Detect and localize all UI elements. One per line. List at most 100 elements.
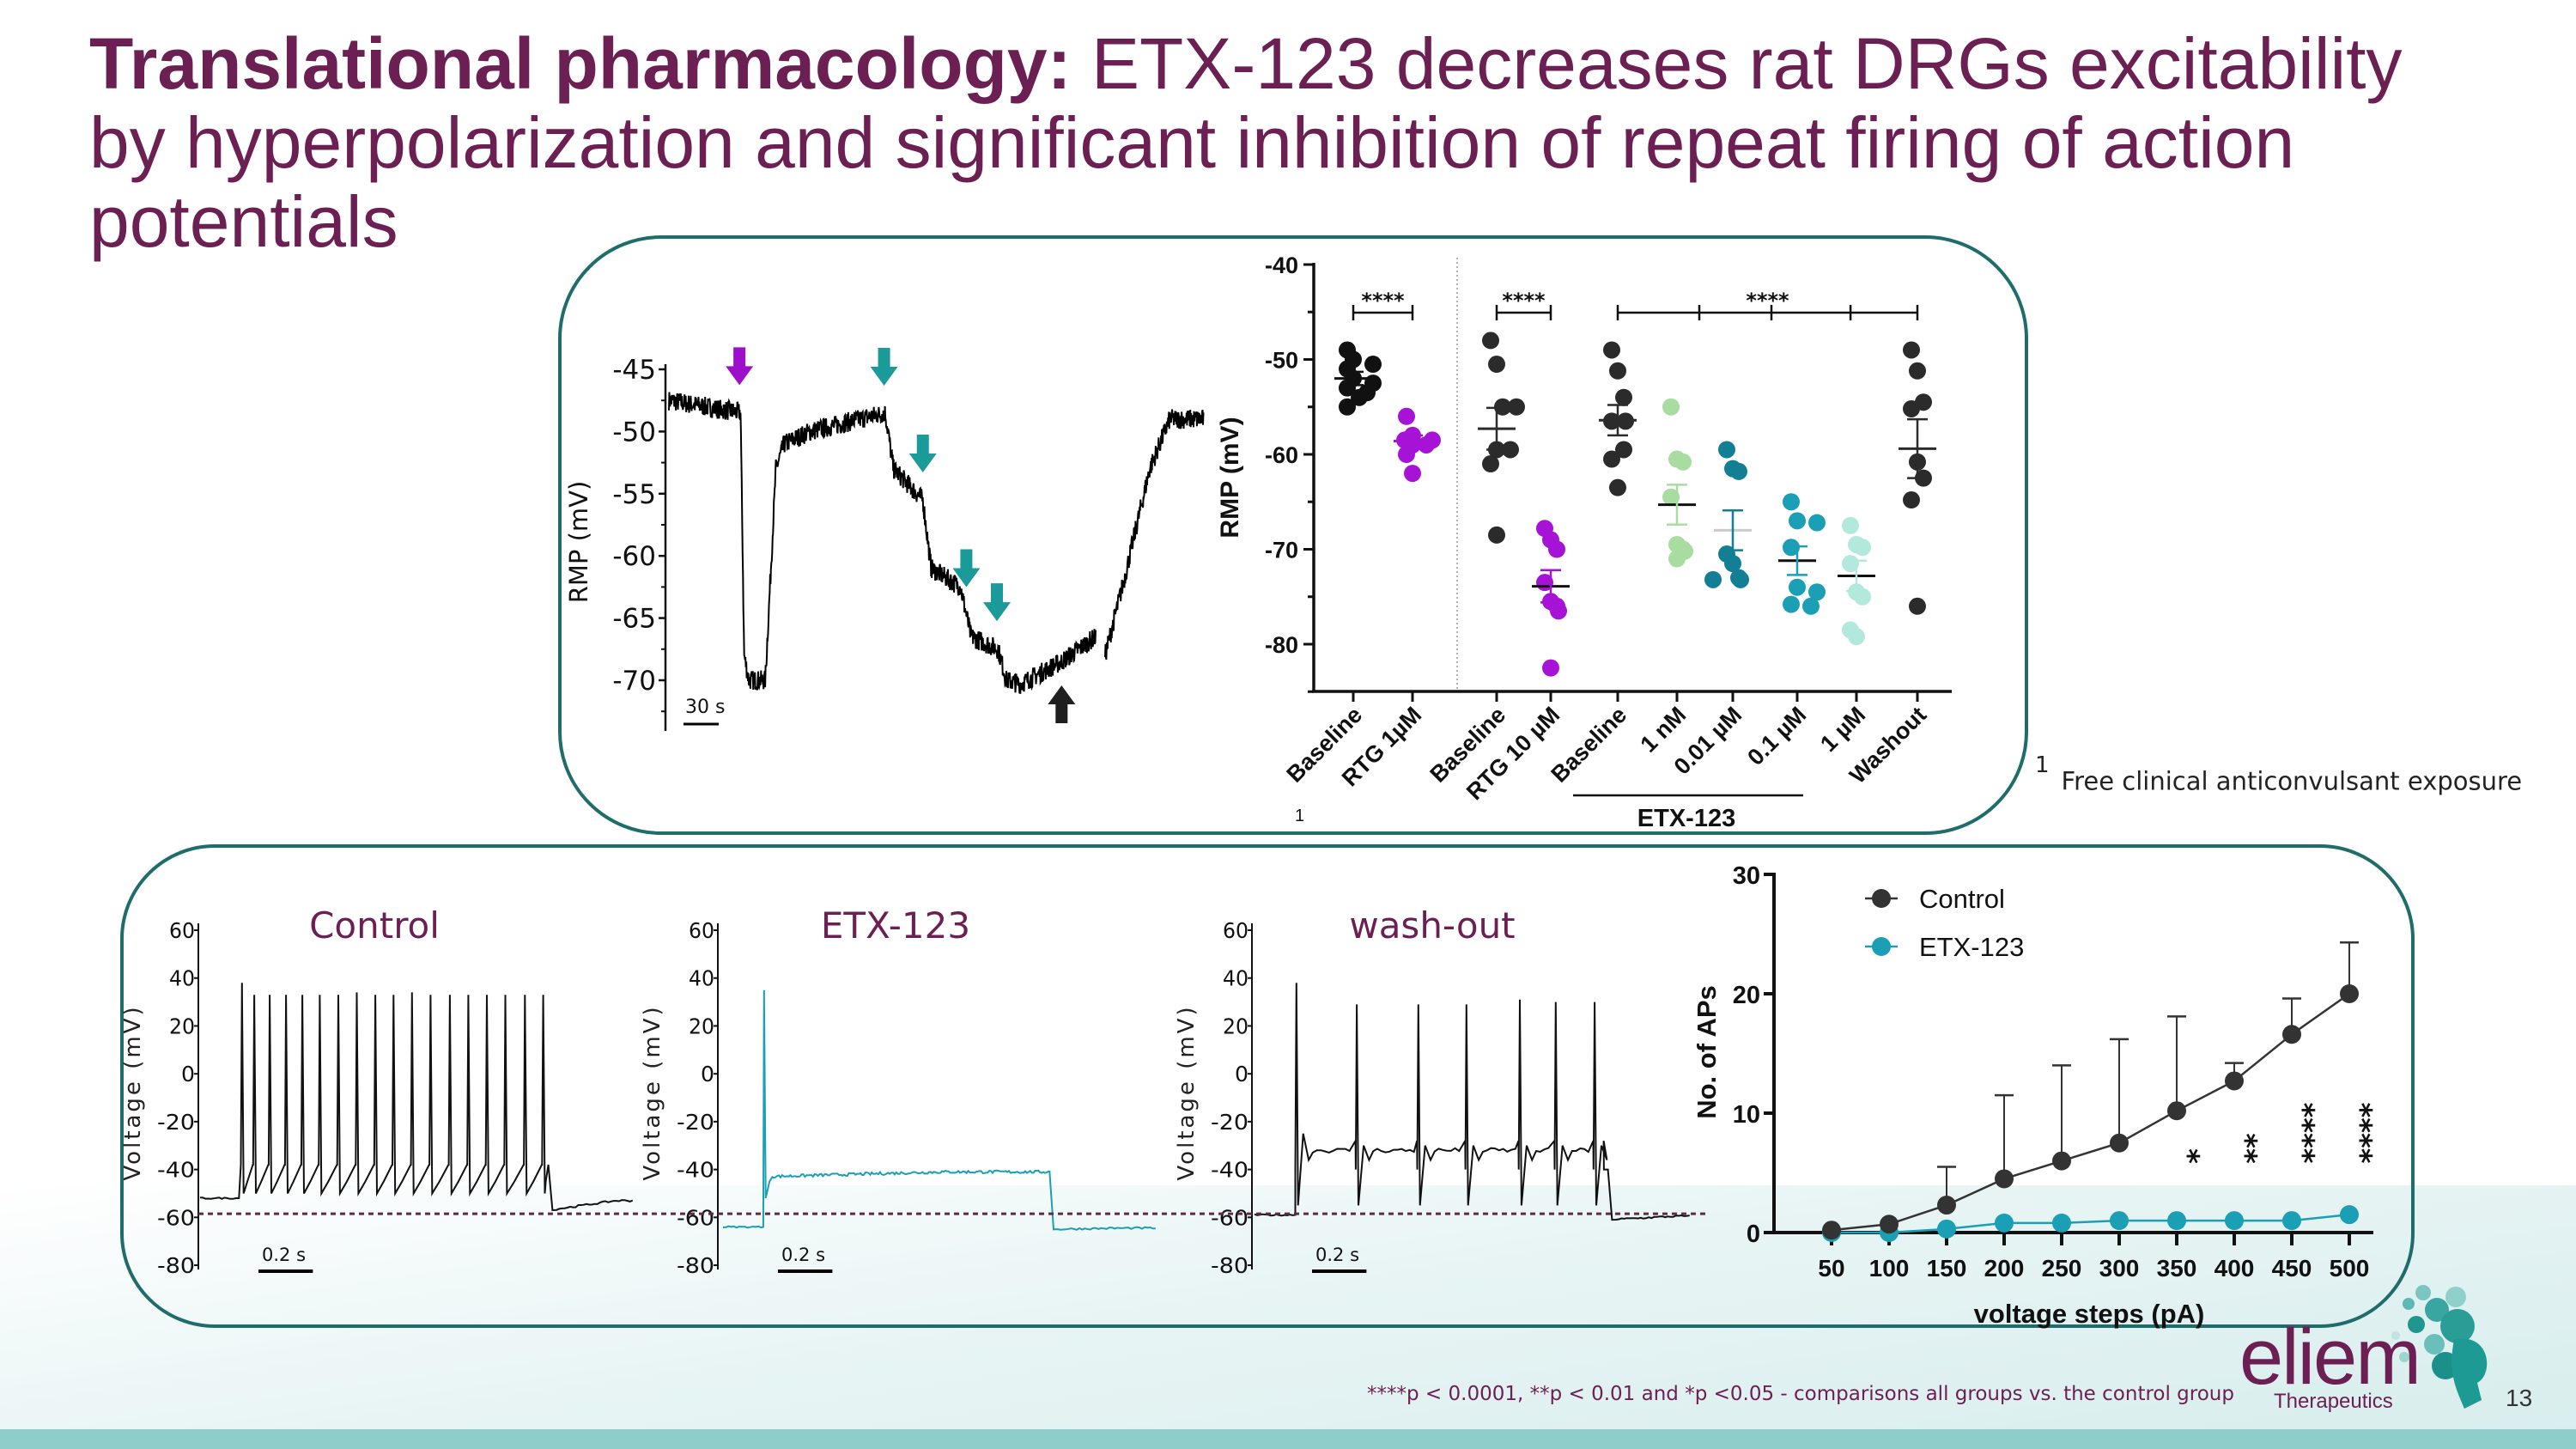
trace-title: ETX-123 [821,904,970,947]
data-point [1995,1213,2014,1233]
data-point [1848,628,1865,646]
footnote: 1 Free clinical anticonvulsant exposure [2035,752,2523,796]
voltage-trace [199,983,634,1212]
y-tick-label: 60 [689,918,714,943]
scale-bar-label: 0.2 s [262,1245,306,1265]
footnote-text: Free clinical anticonvulsant exposure [2061,766,2523,796]
y-tick-label: -80 [1265,632,1298,658]
application-arrow-icon [726,347,754,386]
y-tick-label: 30 [1733,862,1760,890]
data-point [1615,441,1632,459]
x-tick-label: 100 [1869,1255,1910,1282]
data-point [2110,1133,2129,1153]
y-axis-label: Voltage (mV) [1174,1004,1200,1180]
data-point [1783,595,1800,613]
control-voltage-trace: 60 40 20 0 -20 -40 -60 -80 Voltage (mV) Control 0.… [120,904,634,1278]
y-tick-label: -60 [1265,442,1298,468]
y-tick-label: 0 [701,1062,714,1087]
y-tick-label: 20 [1223,1014,1249,1038]
footer-band [0,1429,2576,1449]
data-point [1789,512,1806,530]
trace-title: wash-out [1349,904,1515,947]
y-tick-label: -60 [1211,1205,1249,1230]
data-point [2167,1211,2186,1231]
y-tick-label: 20 [689,1014,714,1038]
x-tick-label: 450 [2272,1255,2312,1282]
arrow-shape [870,347,898,386]
data-point [1937,1219,1956,1239]
significance-label: ** [2228,1133,2263,1164]
y-tick-label: 0 [181,1062,195,1087]
data-point [2225,1071,2244,1091]
data-point [2340,984,2359,1003]
significance-note: ****p < 0.0001, **p < 0.01 and *p <0.05 … [1367,1383,2234,1405]
data-point [1724,555,1741,573]
y-tick-label: -80 [157,1253,195,1278]
data-point [2167,1101,2186,1121]
y-axis-label: No. of APs [1692,985,1722,1119]
data-point [1662,398,1680,416]
data-point [1550,602,1567,620]
significance-label: * [2171,1148,2205,1164]
y-tick-label: -70 [1265,538,1298,563]
y-tick-label: -55 [612,479,656,510]
group-label: ETX-123 [1637,805,1735,832]
page-number: 13 [2506,1385,2533,1411]
y-tick-label: -50 [612,417,656,447]
y-tick-label: -40 [1211,1158,1249,1183]
arrow-shape [1048,685,1076,723]
y-axis-label: Voltage (mV) [120,1004,146,1180]
data-point [1995,1169,2014,1189]
data-point [1482,332,1499,350]
arrow-shape [983,583,1012,622]
application-arrow-icon [908,434,937,472]
logo-subtitle: Therapeutics [2274,1390,2393,1413]
scale-bar-label: 30 s [685,697,725,718]
y-tick-label: -20 [1211,1110,1249,1135]
data-point [1398,407,1415,425]
data-point [2225,1211,2244,1231]
x-tick-label: 1 µM [1815,702,1870,757]
data-point [1937,1196,1956,1215]
rmp-panel-frame [558,235,2028,835]
voltage-trace [1254,983,1690,1221]
data-point [1732,570,1749,588]
y-tick-label: -40 [677,1158,714,1183]
data-point [1339,398,1356,416]
data-point [1674,453,1692,471]
footnote-marker: 1 [2035,752,2050,778]
washout-voltage-trace: 60 40 20 0 -20 -40 -60 -80 Voltage (mV) wash-out 0… [1174,904,1690,1278]
significance-label: **** [1502,289,1546,313]
data-point [1854,539,1871,557]
data-point [1488,526,1505,544]
x-tick-label: 300 [2099,1255,2140,1282]
firing-panel-frame [120,844,2415,1328]
y-tick-label: -80 [677,1253,714,1278]
etx-voltage-trace: 60 40 20 0 -20 -40 -60 -80 Voltage (mV) ETX-123 0.… [640,904,1156,1278]
significance-label: **** [2286,1102,2320,1163]
reference-dashed-line [198,1212,1709,1215]
application-arrow-icon [952,549,981,588]
washout-arrow-icon [1048,685,1076,723]
data-point [1398,446,1415,463]
data-point [1351,388,1368,406]
scale-bar-label: 0.2 s [781,1245,825,1265]
data-point [1842,555,1859,573]
data-point [1615,388,1632,406]
data-point [1909,362,1926,380]
y-tick-label: 0 [1235,1062,1249,1087]
data-point [1730,462,1747,480]
y-tick-label: -20 [677,1110,714,1135]
x-tick-label: 400 [2215,1255,2255,1282]
data-point [2052,1151,2071,1171]
trace-title: Control [309,904,440,947]
data-point [2282,1211,2301,1231]
data-point [1903,491,1920,509]
series-line-control [1831,992,2350,1232]
y-tick-label: -40 [1265,253,1298,278]
application-arrow-icon [983,583,1012,622]
category-superscript: 1 [1295,807,1304,825]
x-axis-label: voltage steps (pA) [1974,1299,2205,1329]
data-point [1502,441,1519,459]
ap-count-chart: 0 10 20 30 50 100 150 200 250 300 350 400 450 500 volt… [1692,862,2378,1329]
